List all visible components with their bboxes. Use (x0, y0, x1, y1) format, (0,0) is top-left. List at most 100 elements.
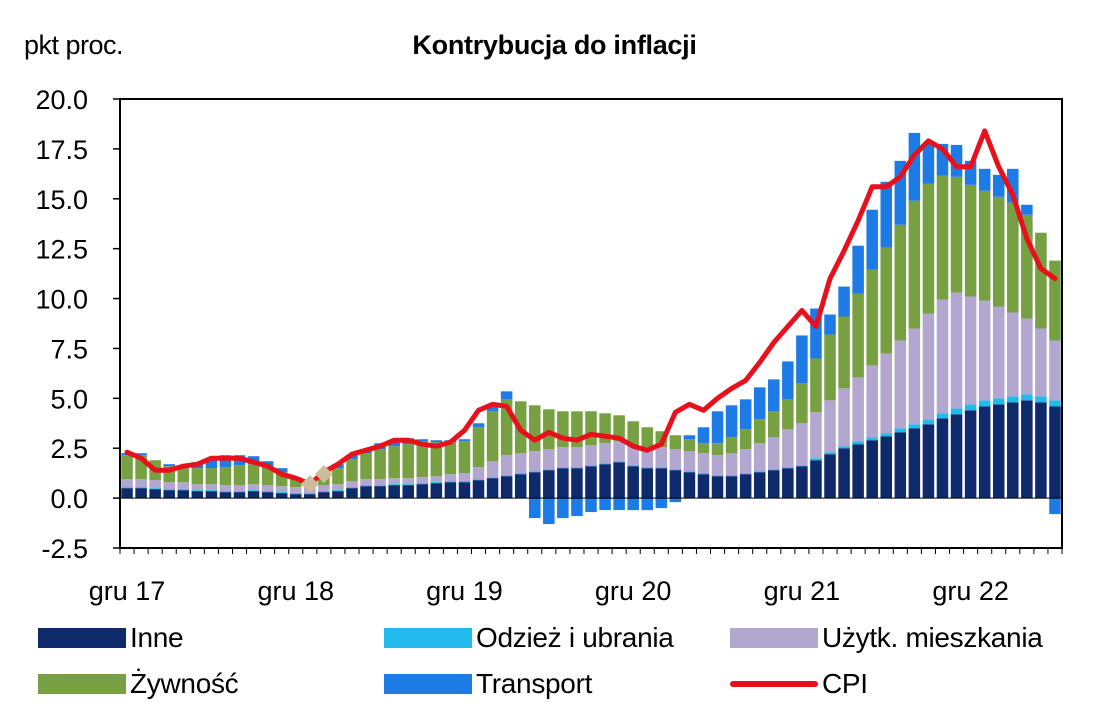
bar-inne (613, 462, 625, 499)
bar-inne (472, 480, 485, 499)
bar-odzie-i-ubrania (894, 428, 907, 433)
bar-transport (557, 498, 569, 519)
bar-inne (402, 485, 414, 499)
bar--ywno- (599, 413, 611, 444)
bar-transport (135, 453, 147, 456)
bar-odzie-i-ubrania (838, 446, 850, 449)
bar-u-ytk-mieszkania (486, 461, 499, 478)
bar-odzie-i-ubrania (599, 463, 611, 465)
bar-inne (922, 424, 935, 499)
bar-u-ytk-mieszkania (543, 449, 555, 470)
bar--ywno- (486, 411, 499, 462)
bar-transport (458, 439, 471, 442)
bar-u-ytk-mieszkania (838, 388, 850, 447)
bar-odzie-i-ubrania (289, 493, 302, 495)
bar-inne (247, 491, 260, 499)
bar-inne (711, 476, 724, 499)
bar-u-ytk-mieszkania (332, 484, 344, 491)
bar--ywno- (289, 477, 302, 488)
bar-transport (824, 314, 836, 335)
bar--ywno- (121, 455, 133, 480)
cpi-line (124, 128, 1058, 487)
bar--ywno- (402, 444, 414, 479)
bar--ywno- (332, 468, 344, 485)
bar-inne (992, 404, 1005, 499)
bar-odzie-i-ubrania (950, 408, 963, 415)
bar-u-ytk-mieszkania (683, 451, 696, 472)
bar-inne (796, 466, 808, 499)
bar-inne (824, 454, 836, 499)
bar--ywno- (782, 399, 794, 430)
bar-u-ytk-mieszkania (247, 484, 260, 491)
bar-odzie-i-ubrania (810, 458, 822, 461)
bar-u-ytk-mieszkania (191, 484, 204, 491)
bar-odzie-i-ubrania (557, 467, 569, 469)
bar-inne (261, 492, 274, 499)
bar-odzie-i-ubrania (571, 467, 583, 469)
bar-odzie-i-ubrania (346, 487, 358, 489)
bar-u-ytk-mieszkania (978, 300, 991, 401)
bar-inne (135, 488, 147, 499)
bar-u-ytk-mieszkania (796, 423, 808, 466)
y-tick-label: -2.5 (41, 534, 88, 564)
legend-swatch-uzytk (730, 628, 818, 648)
bar-u-ytk-mieszkania (289, 487, 302, 494)
bar-inne (852, 444, 864, 499)
bar--ywno- (275, 472, 288, 487)
bar-transport (725, 405, 738, 438)
bar-odzie-i-ubrania (824, 452, 836, 455)
bar-u-ytk-mieszkania (599, 443, 611, 464)
bar-transport (711, 411, 724, 444)
bar-transport (430, 440, 443, 443)
bar-odzie-i-ubrania (163, 489, 175, 491)
bar--ywno- (880, 247, 893, 354)
bar-u-ytk-mieszkania (388, 478, 400, 485)
bar-transport (669, 498, 682, 503)
bar-odzie-i-ubrania (1049, 400, 1061, 407)
bar-inne (669, 470, 682, 499)
bar--ywno- (543, 409, 555, 450)
bar-u-ytk-mieszkania (1021, 318, 1033, 395)
bar-transport (641, 498, 654, 511)
bar-inne (374, 486, 386, 499)
bar-u-ytk-mieszkania (458, 473, 471, 482)
y-tick-label: 10.0 (35, 285, 88, 315)
bar-transport (1007, 168, 1019, 203)
bar-odzie-i-ubrania (219, 491, 232, 493)
bar-transport (852, 245, 864, 294)
bar-u-ytk-mieszkania (205, 484, 218, 491)
bar-odzie-i-ubrania (318, 491, 330, 493)
bar-inne (149, 489, 161, 499)
bar-odzie-i-ubrania (528, 471, 541, 473)
bar-odzie-i-ubrania (641, 467, 654, 469)
bar-transport (472, 423, 485, 428)
bar-inne (346, 488, 358, 499)
bar-inne (121, 488, 133, 499)
bar-odzie-i-ubrania (374, 485, 386, 487)
bar-u-ytk-mieszkania (613, 441, 625, 462)
bar-transport (275, 468, 288, 473)
bar-transport (486, 405, 499, 412)
bar-u-ytk-mieszkania (908, 328, 921, 425)
bar--ywno- (739, 429, 752, 450)
bar-u-ytk-mieszkania (782, 429, 794, 468)
bar--ywno- (992, 196, 1005, 307)
bar-inne (908, 428, 921, 499)
bar-odzie-i-ubrania (585, 465, 597, 467)
bar-odzie-i-ubrania (627, 465, 639, 467)
bar--ywno- (796, 383, 808, 424)
bar-u-ytk-mieszkania (163, 482, 175, 490)
bar-transport (992, 174, 1005, 197)
bar-odzie-i-ubrania (711, 475, 724, 477)
bar-u-ytk-mieszkania (149, 480, 161, 489)
bar-inne (697, 474, 710, 499)
bar-inne (1007, 402, 1019, 499)
bar-odzie-i-ubrania (332, 490, 344, 492)
bar-inne (782, 468, 794, 499)
bar-transport (880, 181, 893, 248)
bar-inne (880, 436, 893, 499)
bar-inne (571, 468, 583, 499)
bar-odzie-i-ubrania (866, 437, 878, 441)
bar--ywno- (768, 411, 780, 438)
bar-odzie-i-ubrania (416, 483, 429, 485)
